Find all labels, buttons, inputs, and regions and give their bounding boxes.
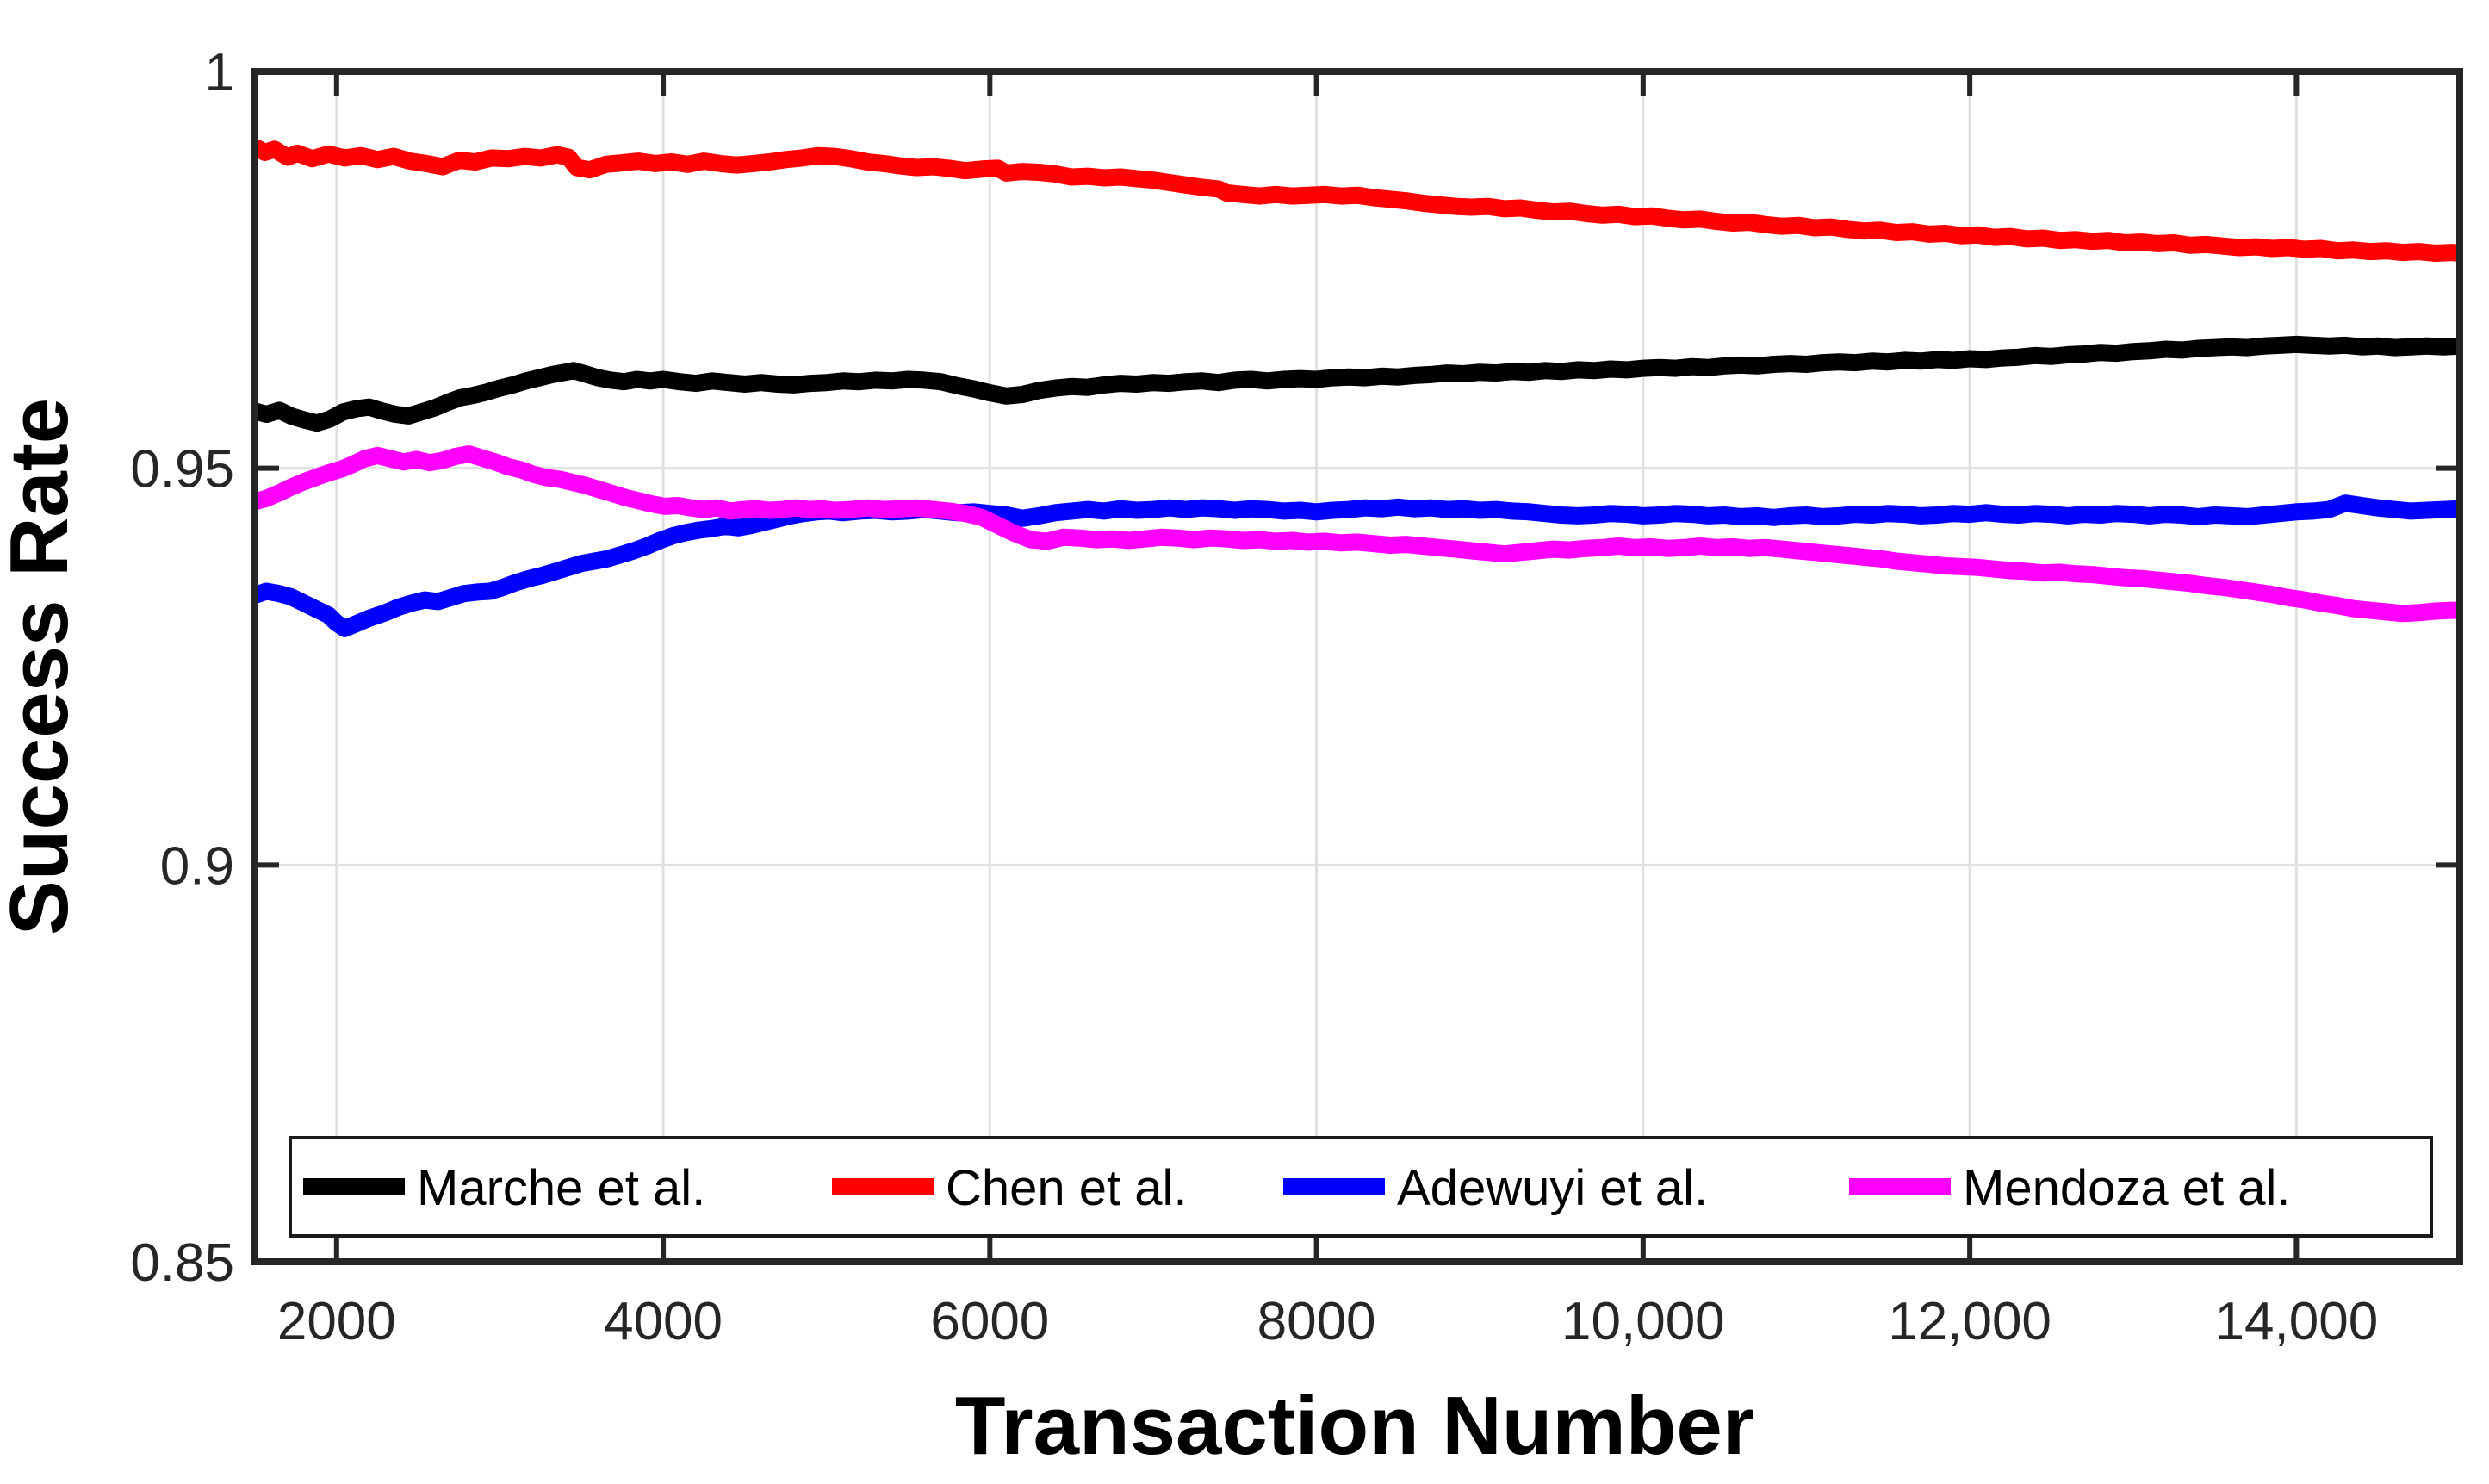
series-line-adewuyi-et-al (251, 494, 2461, 637)
x-axis-title: Transaction Number (955, 1380, 1754, 1472)
x-tick-label: 4000 (604, 1292, 723, 1351)
x-tick-label: 14,000 (2215, 1292, 2379, 1351)
x-tick-label: 6000 (930, 1292, 1049, 1351)
y-tick-label: 0.9 (160, 836, 234, 896)
legend-label-3: Adewuyi et al. (1397, 1160, 1708, 1216)
x-tick-label: 8000 (1257, 1292, 1376, 1351)
y-tick-label: 1 (205, 43, 234, 102)
series-line-chen-et-al (251, 139, 2461, 262)
x-tick-label: 10,000 (1561, 1292, 1725, 1351)
data-series (251, 139, 2461, 637)
y-axis-title: Success Rate (0, 398, 85, 935)
legend-label-4: Mendoza et al. (1963, 1160, 2290, 1216)
series-line-marche-et-al (252, 335, 2461, 432)
y-tick-label: 0.95 (130, 440, 234, 500)
tick-labels: 2000 4000 6000 8000 10,000 12,000 14,000 0.85 0.… (130, 43, 2378, 1351)
grid-lines (255, 71, 2460, 1262)
plot-border (251, 68, 2463, 1265)
y-tick-label: 0.85 (130, 1233, 234, 1293)
x-tick-label: 2000 (277, 1292, 396, 1351)
axes-box (251, 68, 2463, 1265)
legend-label-2: Chen et al. (946, 1160, 1188, 1216)
legend: Marche et al. Chen et al. Adewuyi et al. Me… (289, 1136, 2433, 1238)
series-line-mendoza-et-al (252, 445, 2461, 623)
x-tick-label: 12,000 (1888, 1292, 2051, 1351)
legend-label-1: Marche et al. (417, 1160, 705, 1216)
